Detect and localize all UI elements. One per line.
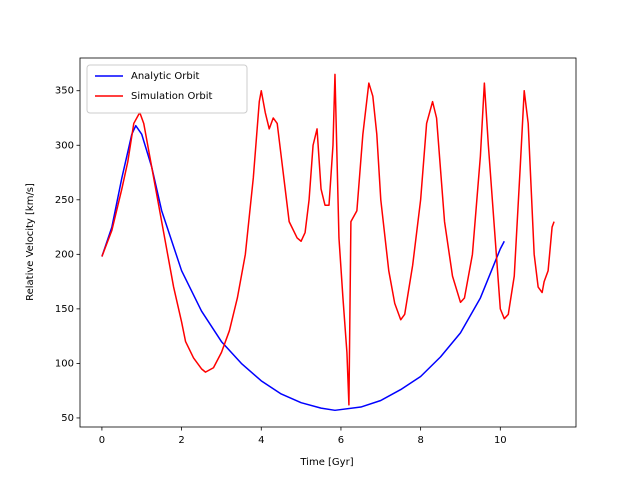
y-tick-label: 150 bbox=[55, 304, 74, 315]
y-tick-label: 50 bbox=[61, 413, 74, 424]
y-tick-label: 300 bbox=[55, 140, 74, 151]
x-tick-label: 0 bbox=[99, 435, 105, 446]
y-tick-label: 200 bbox=[55, 249, 74, 260]
legend-box bbox=[86, 64, 248, 114]
series-line bbox=[101, 73, 555, 406]
x-tick-label: 8 bbox=[417, 435, 423, 446]
y-tick-label: 250 bbox=[55, 195, 74, 206]
y-tick-label: 350 bbox=[55, 86, 74, 97]
y-axis-label: Relative Velocity [km/s] bbox=[25, 183, 36, 301]
plot-frame bbox=[79, 57, 577, 428]
x-tick-label: 2 bbox=[178, 435, 184, 446]
legend-label: Simulation Orbit bbox=[131, 91, 213, 102]
x-tick-label: 10 bbox=[494, 435, 507, 446]
series-line bbox=[101, 124, 505, 412]
x-tick-label: 4 bbox=[258, 435, 264, 446]
y-tick-label: 100 bbox=[55, 358, 74, 369]
legend: Analytic Orbit Simulation Orbit bbox=[86, 64, 248, 114]
x-axis-label: Time [Gyr] bbox=[299, 457, 353, 468]
x-tick-label: 6 bbox=[338, 435, 344, 446]
legend-label: Analytic Orbit bbox=[131, 71, 199, 82]
